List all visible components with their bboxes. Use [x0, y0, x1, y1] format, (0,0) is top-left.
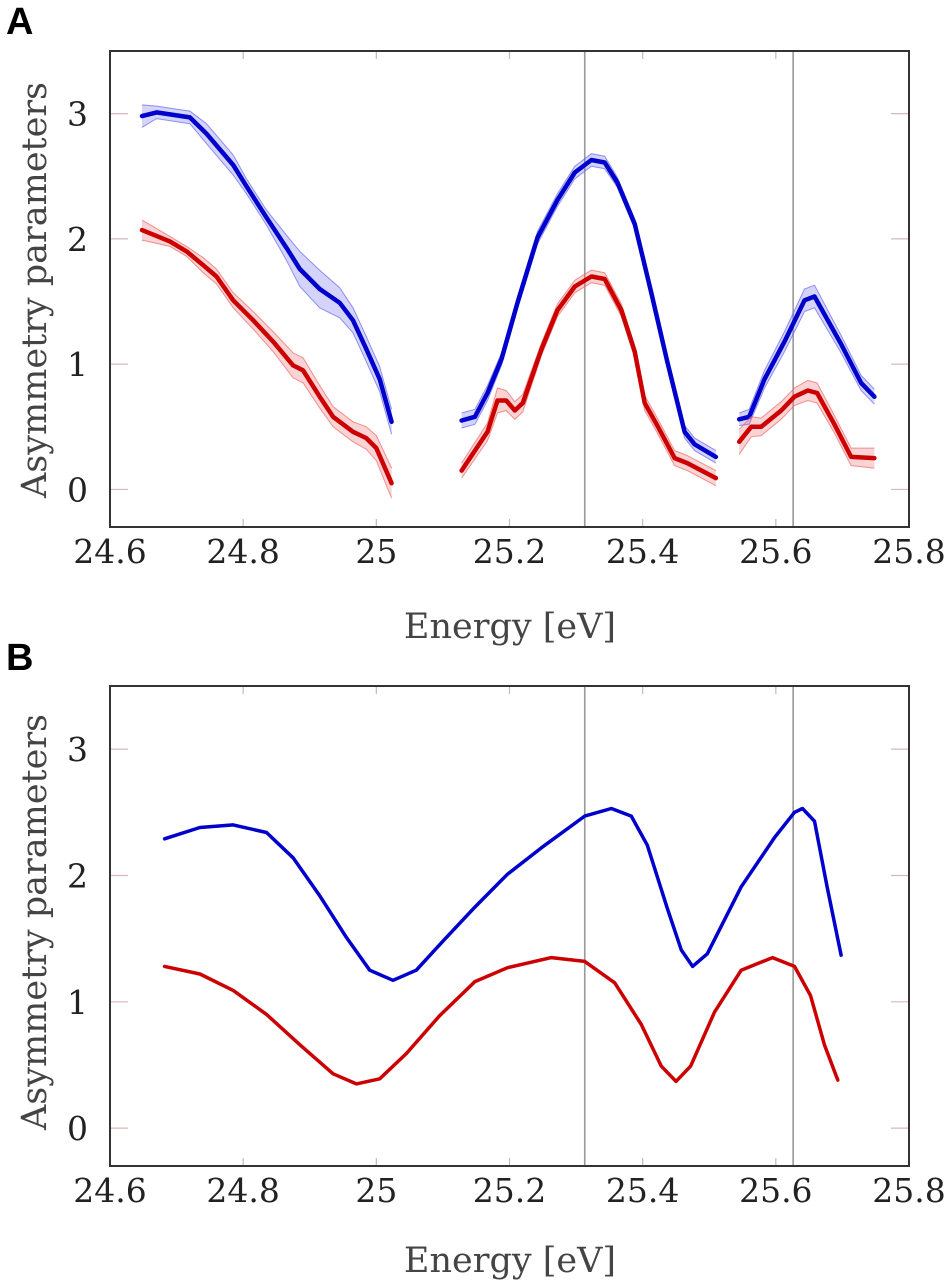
uncertainty-band — [461, 153, 716, 464]
x-tick-label: 24.8 — [206, 532, 279, 571]
x-tick-label: 25.6 — [739, 532, 812, 571]
x-tick-label: 24.6 — [73, 532, 146, 571]
x-axis-label-a: Energy [eV] — [404, 607, 616, 647]
series-line — [459, 274, 719, 481]
x-tick-label: 25 — [355, 532, 397, 571]
axes-frame — [109, 50, 910, 528]
x-axis-label-b: Energy [eV] — [404, 1241, 616, 1281]
y-tick-label: 3 — [67, 730, 88, 769]
band-lower-edge — [461, 282, 717, 487]
band-lower-edge — [738, 399, 875, 469]
x-tick-label: 25.8 — [872, 1171, 945, 1210]
series-line — [162, 955, 840, 1086]
uncertainty-band — [739, 285, 875, 426]
band-upper-edge — [141, 104, 393, 410]
y-axis-label-b: Asymmetry parameters — [15, 714, 55, 1131]
band-lower-edge — [739, 307, 875, 426]
x-tick-label: 25.4 — [606, 1171, 679, 1210]
y-tick-label: 3 — [67, 95, 88, 134]
y-tick-label: 2 — [67, 220, 88, 259]
uncertainty-band — [461, 270, 716, 486]
uncertainty-band — [142, 220, 392, 499]
x-tick-label: 25.6 — [739, 1171, 812, 1210]
uncertainty-band — [142, 104, 392, 435]
band-upper-edge — [739, 284, 875, 414]
band-lower-edge — [141, 239, 393, 499]
x-tick-label: 25.2 — [473, 1171, 546, 1210]
x-tick-label: 25.2 — [473, 532, 546, 571]
band-upper-edge — [141, 219, 393, 469]
x-tick-label: 24.8 — [206, 1171, 279, 1210]
series-line — [139, 227, 394, 486]
band-upper-edge — [738, 379, 875, 449]
y-tick-label: 0 — [67, 470, 88, 509]
x-tick-label: 25 — [355, 1171, 397, 1210]
axes-frame — [109, 685, 910, 1167]
panel-a: A Energy [eV] Asymmetry parameters 24.6 2… — [6, 1, 946, 647]
band-lower-edge — [141, 118, 393, 435]
panel-label-a: A — [6, 1, 33, 43]
x-tick-label: 25.4 — [606, 532, 679, 571]
band-upper-edge — [461, 269, 717, 472]
series-line — [459, 157, 719, 460]
band-lower-edge — [461, 165, 717, 464]
series-line — [736, 388, 877, 461]
panel-b: B Energy [eV] Asymmetry parameters 24.6 2… — [6, 637, 946, 1281]
x-tick-label: 24.6 — [73, 1171, 146, 1210]
panel-label-b: B — [6, 637, 33, 679]
y-tick-label: 2 — [67, 856, 88, 895]
x-tick-label: 25.8 — [872, 532, 945, 571]
y-tick-label: 1 — [67, 983, 88, 1022]
series-line — [162, 806, 843, 983]
series-line — [139, 110, 394, 425]
y-tick-label: 0 — [67, 1109, 88, 1148]
y-axis-label-a: Asymmetry parameters — [15, 82, 55, 499]
series-line — [736, 294, 877, 422]
y-tick-label: 1 — [67, 345, 88, 384]
